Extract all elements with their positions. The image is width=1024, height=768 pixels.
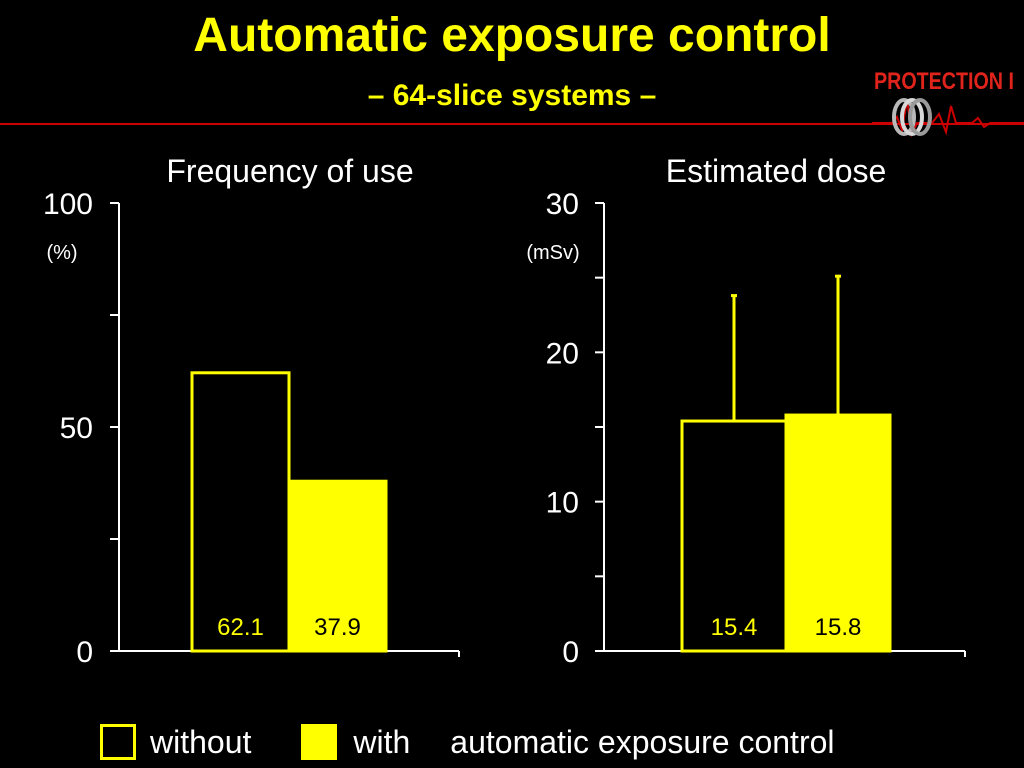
bar-with [287,479,388,653]
y-tick-label: 30 [546,188,579,221]
chart-title: Estimated dose [666,153,887,189]
logo-text: PROTECTION I [874,68,1014,95]
bar-data-label: 15.4 [711,614,758,641]
slide-title: Automatic exposure control [193,9,831,62]
bar-without [190,371,291,653]
y-tick-label: 100 [43,188,93,221]
chart-title: Frequency of use [166,153,413,189]
legend-suffix: automatic exposure control [450,724,835,760]
y-axis-label: (%) [46,242,77,264]
y-tick-label: 0 [76,636,93,669]
y-axis-label: (mSv) [526,242,579,264]
estimated-dose-chart: Estimated dose 0 10 20 30 (mSv) 15.4 15.8 [526,153,966,669]
legend: without with automatic exposure control [100,716,835,768]
slide-subtitle: – 64-slice systems – [367,79,657,112]
legend-label-without: without [150,724,252,760]
legend-swatch-with [301,724,338,760]
protection-logo: PROTECTION I [872,68,1024,138]
y-tick-label: 50 [60,412,93,445]
frequency-of-use-chart: Frequency of use 0 50 100 (%) 62.1 37.9 [43,153,460,669]
bar-data-label: 37.9 [314,614,361,641]
legend-swatch-without [100,724,136,760]
bar-with [784,413,892,653]
y-tick-label: 20 [546,337,579,370]
y-tick-label: 0 [562,636,579,669]
y-tick-label: 10 [546,487,579,520]
bar-data-label: 62.1 [217,614,264,641]
bar-data-label: 15.8 [815,614,862,641]
title-divider [0,123,1024,125]
legend-label-with: with [353,724,411,760]
ecg-rings-icon [872,98,1024,138]
